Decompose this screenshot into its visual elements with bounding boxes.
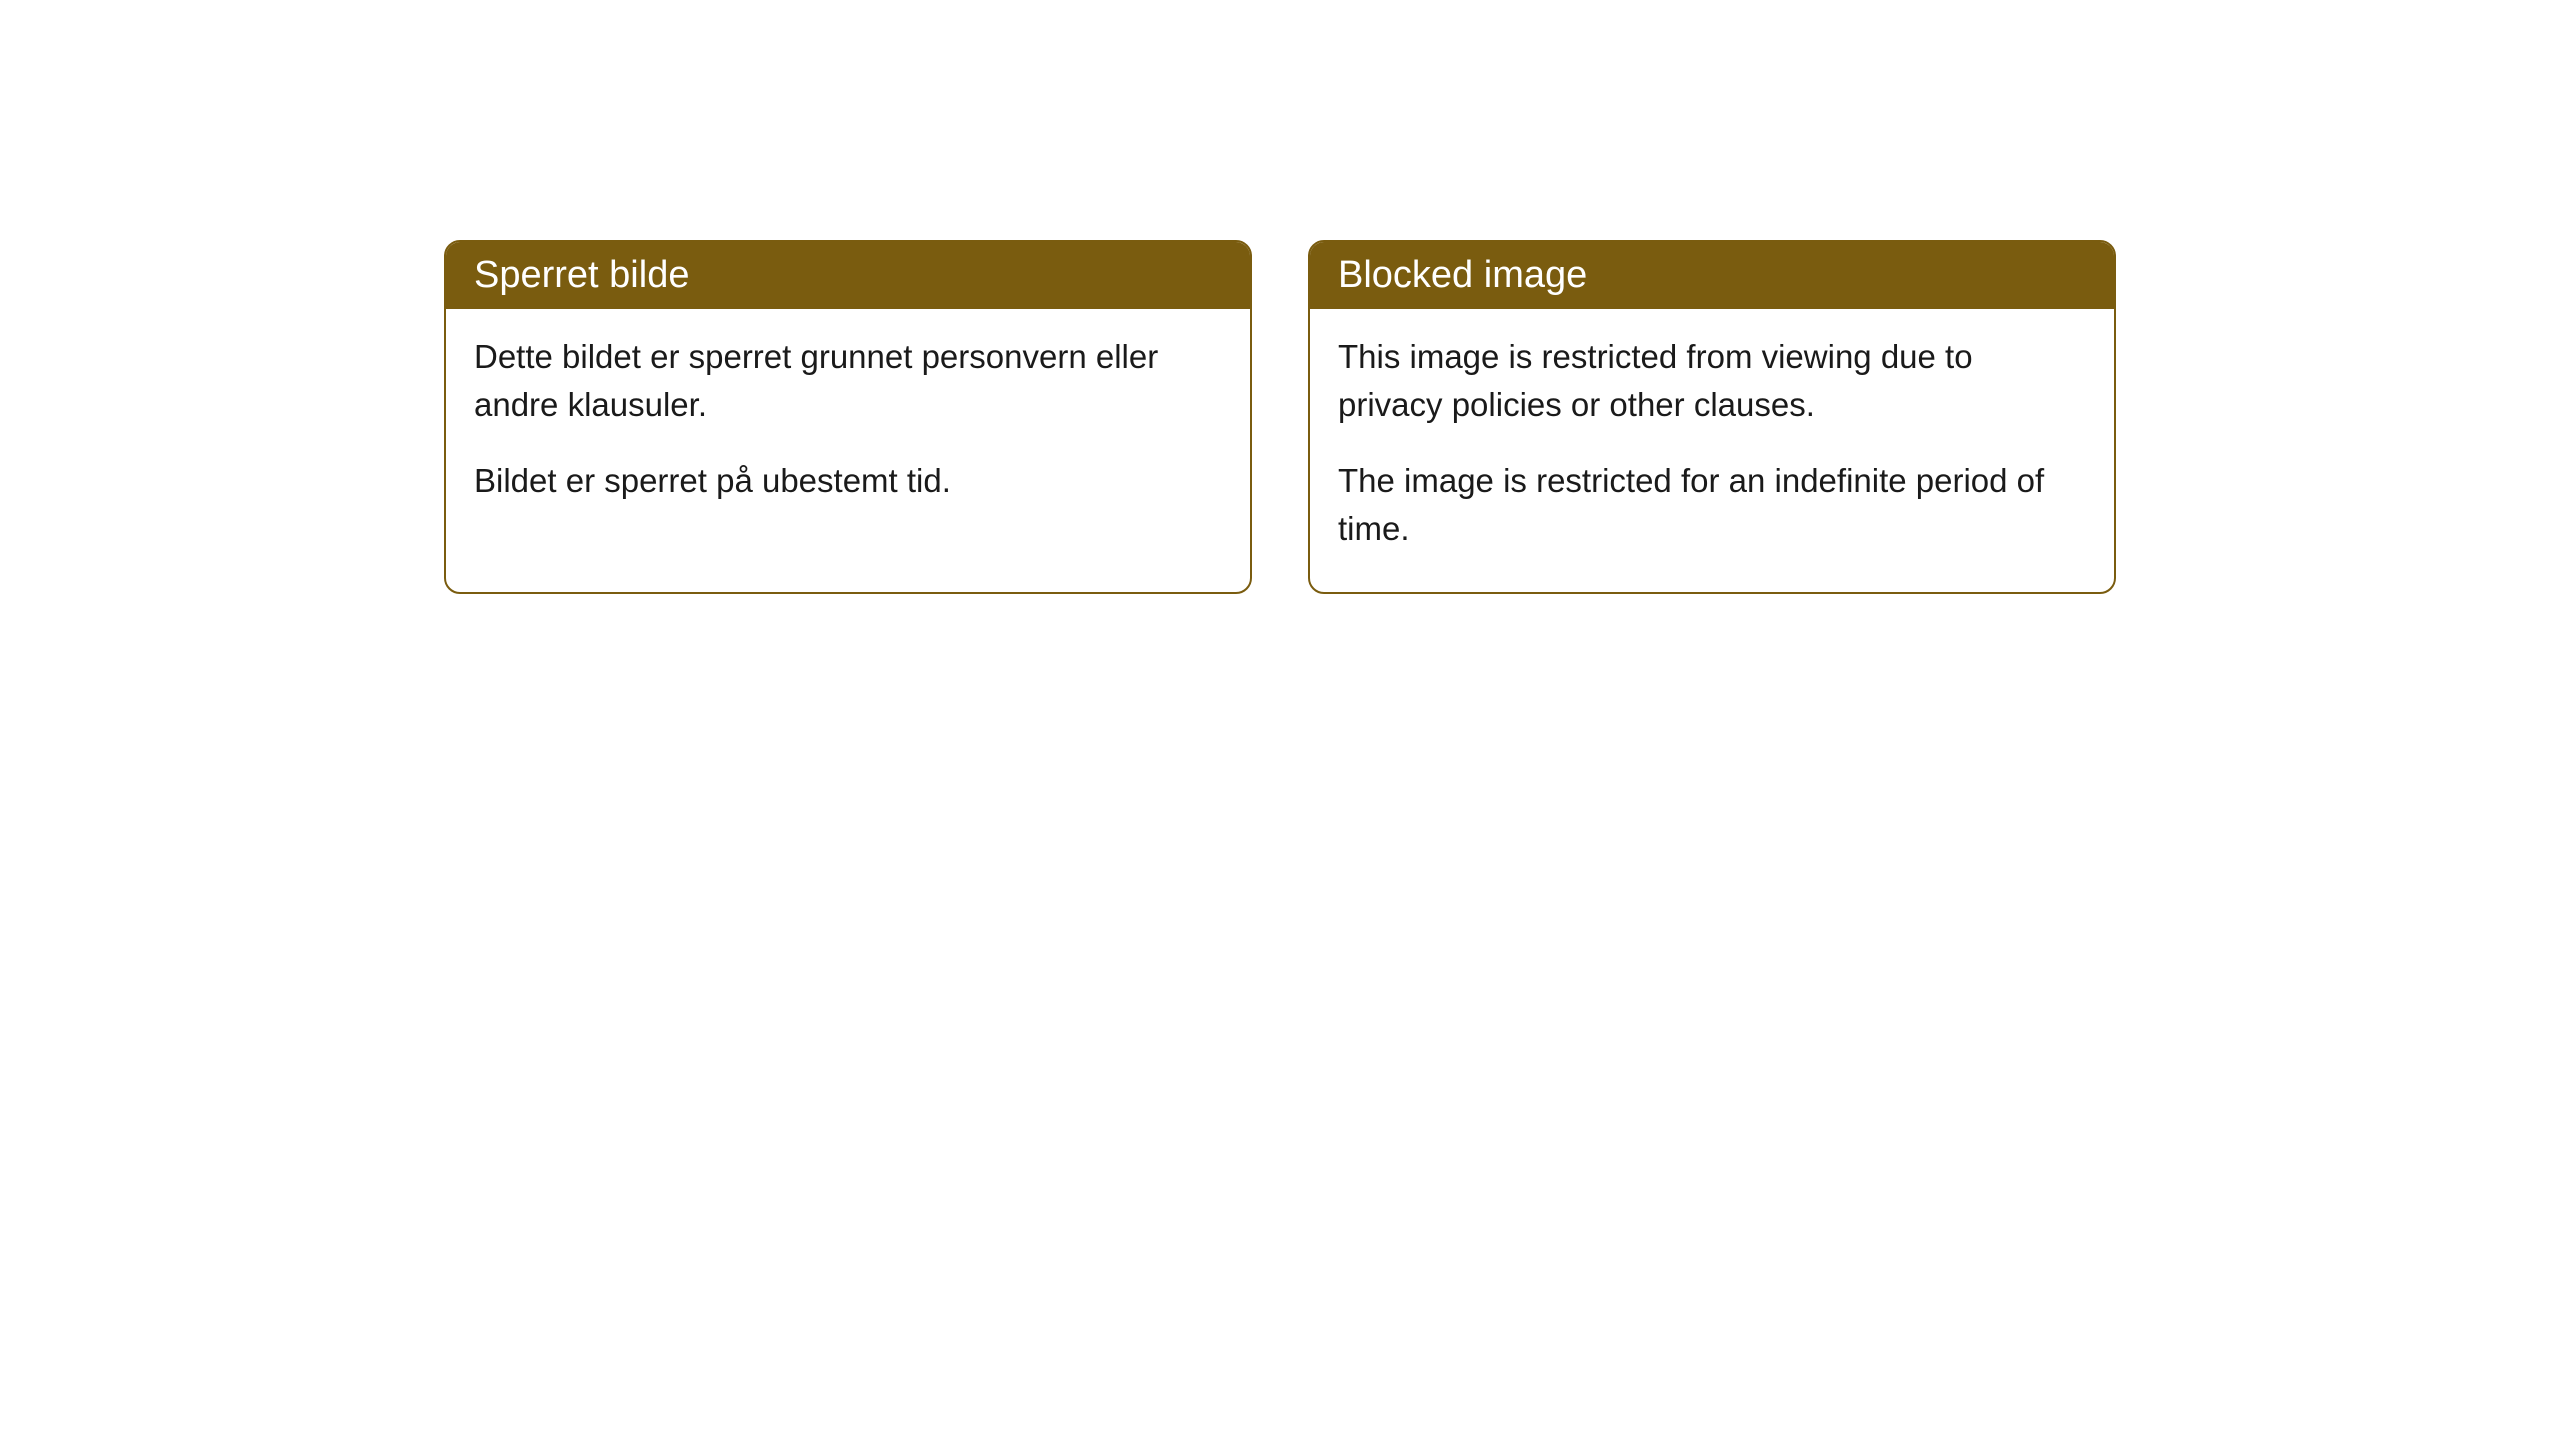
card-paragraph-2-norwegian: Bildet er sperret på ubestemt tid. (474, 457, 1222, 505)
card-paragraph-1-english: This image is restricted from viewing du… (1338, 333, 2086, 429)
card-body-norwegian: Dette bildet er sperret grunnet personve… (446, 309, 1250, 545)
card-body-english: This image is restricted from viewing du… (1310, 309, 2114, 592)
card-header-norwegian: Sperret bilde (446, 242, 1250, 309)
card-title-norwegian: Sperret bilde (474, 254, 689, 296)
card-paragraph-2-english: The image is restricted for an indefinit… (1338, 457, 2086, 553)
card-paragraph-1-norwegian: Dette bildet er sperret grunnet personve… (474, 333, 1222, 429)
notice-card-english: Blocked image This image is restricted f… (1308, 240, 2116, 594)
notice-cards-container: Sperret bilde Dette bildet er sperret gr… (0, 240, 2560, 594)
card-title-english: Blocked image (1338, 254, 1587, 296)
card-header-english: Blocked image (1310, 242, 2114, 309)
notice-card-norwegian: Sperret bilde Dette bildet er sperret gr… (444, 240, 1252, 594)
